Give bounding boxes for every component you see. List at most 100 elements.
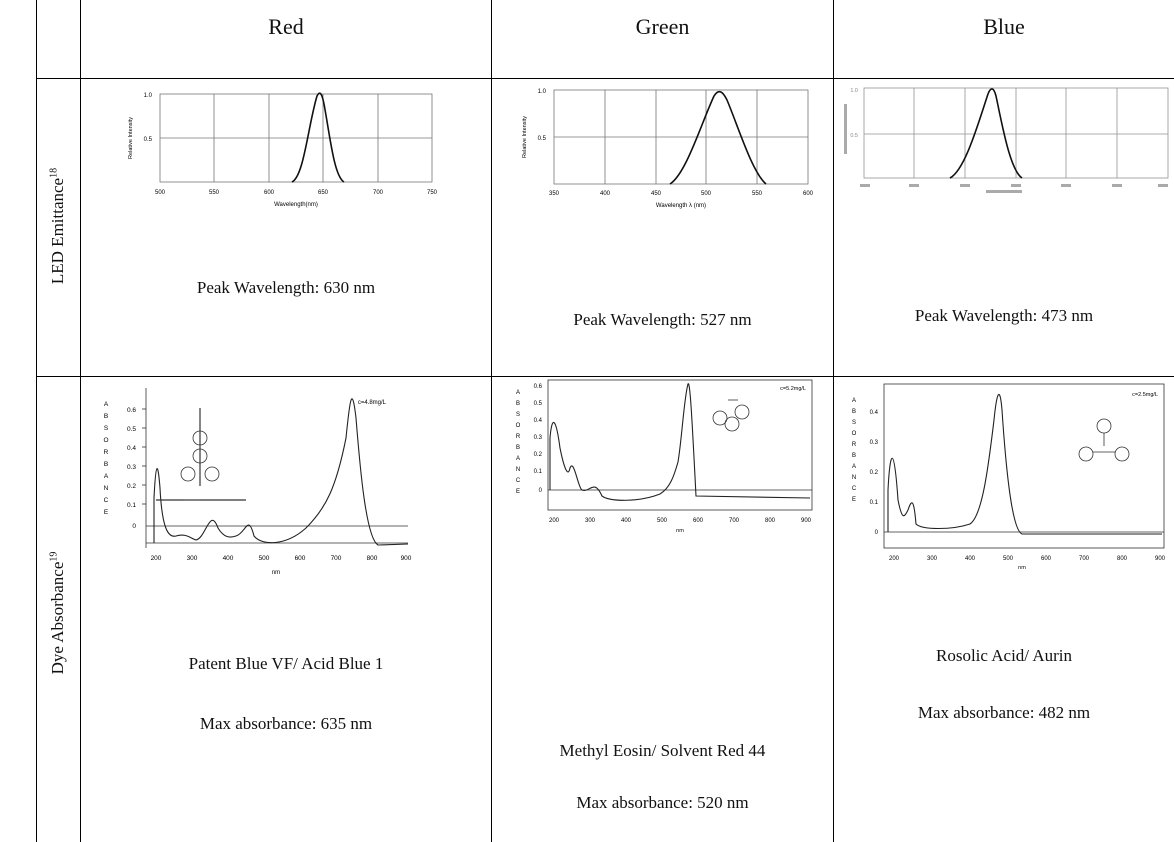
led-blue-peak: Peak Wavelength: 473 nm: [914, 306, 1094, 325]
led-green-xlabel: Wavelength λ (nm): [656, 203, 706, 209]
dye-red-xtick-5: 700: [331, 555, 342, 562]
dye-blue-xtick-6: 800: [1117, 556, 1128, 562]
dye-red-ytick-5: 0.1: [127, 502, 136, 509]
dye-blue-conc: c=2.5mg/L: [1132, 392, 1158, 398]
dye-red-ylabel-2: S: [104, 425, 109, 432]
dye-blue-ylabel-7: N: [852, 475, 856, 481]
dye-red-xtick-3: 500: [259, 555, 270, 562]
led-red-xtick-3: 600: [264, 190, 275, 196]
led-red-plot: 1.0 0.5 500 550 600 650 700 750 Waveleng…: [128, 92, 438, 208]
led-red-xtick-4: 650: [318, 190, 329, 196]
row-label-led-text: LED Emittance: [48, 177, 67, 285]
dye-red-ylabel-7: N: [104, 485, 109, 492]
dye-blue-ylabel-4: R: [852, 442, 857, 448]
dye-red-ylabel-5: B: [104, 461, 108, 468]
dye-green-xtick-7: 900: [801, 518, 812, 524]
dye-green-ylabel-4: R: [516, 434, 521, 440]
dye-green-ylabel-9: E: [516, 489, 520, 495]
led-blue-ytick-1: 1.0: [850, 88, 858, 94]
dye-red-xlabel: nm: [272, 570, 280, 576]
dye-blue-ylabel-0: A: [852, 398, 856, 404]
dye-blue-ylabel-2: S: [852, 420, 856, 426]
led-green-ytick-1: 1.0: [538, 89, 547, 95]
header-red: Red: [268, 14, 304, 39]
dye-blue-max: Max absorbance: 482 nm: [917, 703, 1091, 722]
dye-blue-xtick-4: 600: [1041, 556, 1052, 562]
dye-blue-ylabel-9: E: [852, 497, 856, 503]
dye-green-ytick-2: 0.4: [534, 418, 543, 424]
led-green-xtick-2: 400: [600, 191, 611, 197]
header-bottom-border: [36, 78, 1174, 79]
led-red-xtick-2: 550: [209, 190, 220, 196]
row-divider: [36, 376, 1174, 377]
led-green-xtick-6: 600: [803, 191, 814, 197]
dye-green-ylabel-2: S: [516, 412, 520, 418]
led-green-ytick-2: 0.5: [538, 136, 547, 142]
dye-blue-xtick-3: 500: [1003, 556, 1014, 562]
col-divider-3: [833, 0, 834, 842]
dye-red-ylabel-6: A: [104, 473, 109, 480]
dye-blue-ylabel-1: B: [852, 409, 856, 415]
dye-blue-ylabel-5: B: [852, 453, 856, 459]
led-red-ytick-1: 1.0: [144, 93, 153, 99]
dye-red-ytick-4: 0.2: [127, 483, 136, 490]
row-label-dye-text: Dye Absorbance: [48, 561, 67, 675]
dye-red-conc: c=4.8mg/L: [358, 400, 387, 406]
dye-blue-ylabel-3: O: [852, 431, 857, 437]
led-red-xtick-5: 700: [373, 190, 384, 196]
dye-blue-xtick-1: 300: [927, 556, 938, 562]
row-label-dye: Dye Absorbance19: [48, 513, 68, 713]
header-blue: Blue: [983, 14, 1025, 39]
led-green-xtick-5: 550: [752, 191, 763, 197]
dye-blue-ylabel-6: A: [852, 464, 856, 470]
led-green-xtick-4: 500: [701, 191, 712, 197]
dye-green-max: Max absorbance: 520 nm: [576, 793, 749, 812]
row-label-dye-ref: 19: [48, 551, 60, 562]
dye-blue-ytick-4: 0: [875, 530, 879, 536]
dye-green-ylabel-8: C: [516, 478, 521, 484]
led-red-ytick-2: 0.5: [144, 137, 153, 143]
dye-green-xtick-6: 800: [765, 518, 776, 524]
dye-green-xtick-5: 700: [729, 518, 740, 524]
col-divider-2: [491, 0, 492, 842]
dye-red-ytick-6: 0: [132, 523, 136, 530]
dye-green-ylabel-0: A: [516, 390, 520, 396]
dye-green-ytick-3: 0.3: [534, 435, 543, 441]
dye-red-xtick-0: 200: [151, 555, 162, 562]
col-divider-1: [80, 0, 81, 842]
dye-green-ytick-0: 0.6: [534, 384, 543, 390]
led-green-xtick-1: 350: [549, 191, 560, 197]
dye-green-ytick-4: 0.2: [534, 452, 543, 458]
dye-green-xtick-0: 200: [549, 518, 560, 524]
dye-red-ytick-0: 0.6: [127, 407, 136, 414]
led-green-xtick-3: 450: [651, 191, 662, 197]
dye-red-ylabel-3: O: [103, 437, 108, 444]
dye-blue-ytick-3: 0.1: [870, 500, 879, 506]
dye-red-xtick-7: 900: [401, 555, 412, 562]
dye-blue-xtick-5: 700: [1079, 556, 1090, 562]
dye-red-ylabel-9: E: [104, 509, 109, 516]
dye-blue-ylabel-8: C: [852, 486, 857, 492]
dye-red-max: Max absorbance: 635 nm: [199, 714, 373, 733]
led-red-xtick-1: 500: [155, 190, 166, 196]
dye-red-ytick-3: 0.3: [127, 464, 136, 471]
dye-green-ytick-6: 0: [539, 488, 543, 494]
led-blue-ytick-2: 0.5: [850, 133, 858, 139]
dye-green-ylabel-7: N: [516, 467, 520, 473]
dye-red-ytick-1: 0.5: [127, 426, 136, 433]
dye-blue-xlabel: nm: [1018, 565, 1026, 570]
led-blue-plot: 1.0 0.5: [844, 87, 1169, 193]
dye-blue-xtick-0: 200: [889, 556, 900, 562]
dye-blue-ytick-0: 0.4: [870, 410, 879, 416]
dye-red-ylabel-1: B: [104, 413, 108, 420]
dye-blue-xtick-2: 400: [965, 556, 976, 562]
dye-green-conc: c=5.2mg/L: [780, 386, 806, 392]
dye-green-xtick-3: 500: [657, 518, 668, 524]
dye-red-plot: A B S O R B A N C E 0.6 0.5 0.4 0.3 0.2 …: [103, 388, 412, 576]
dye-blue-plot: A B S O R B A N C E 0.4 0.3 0.2 0.1 0 c=…: [852, 383, 1166, 570]
dye-red-xtick-1: 300: [187, 555, 198, 562]
dye-red-xtick-4: 600: [295, 555, 306, 562]
dye-red-name: Patent Blue VF/ Acid Blue 1: [188, 654, 384, 673]
dye-green-ylabel-5: B: [516, 445, 520, 451]
header-green: Green: [635, 14, 690, 39]
